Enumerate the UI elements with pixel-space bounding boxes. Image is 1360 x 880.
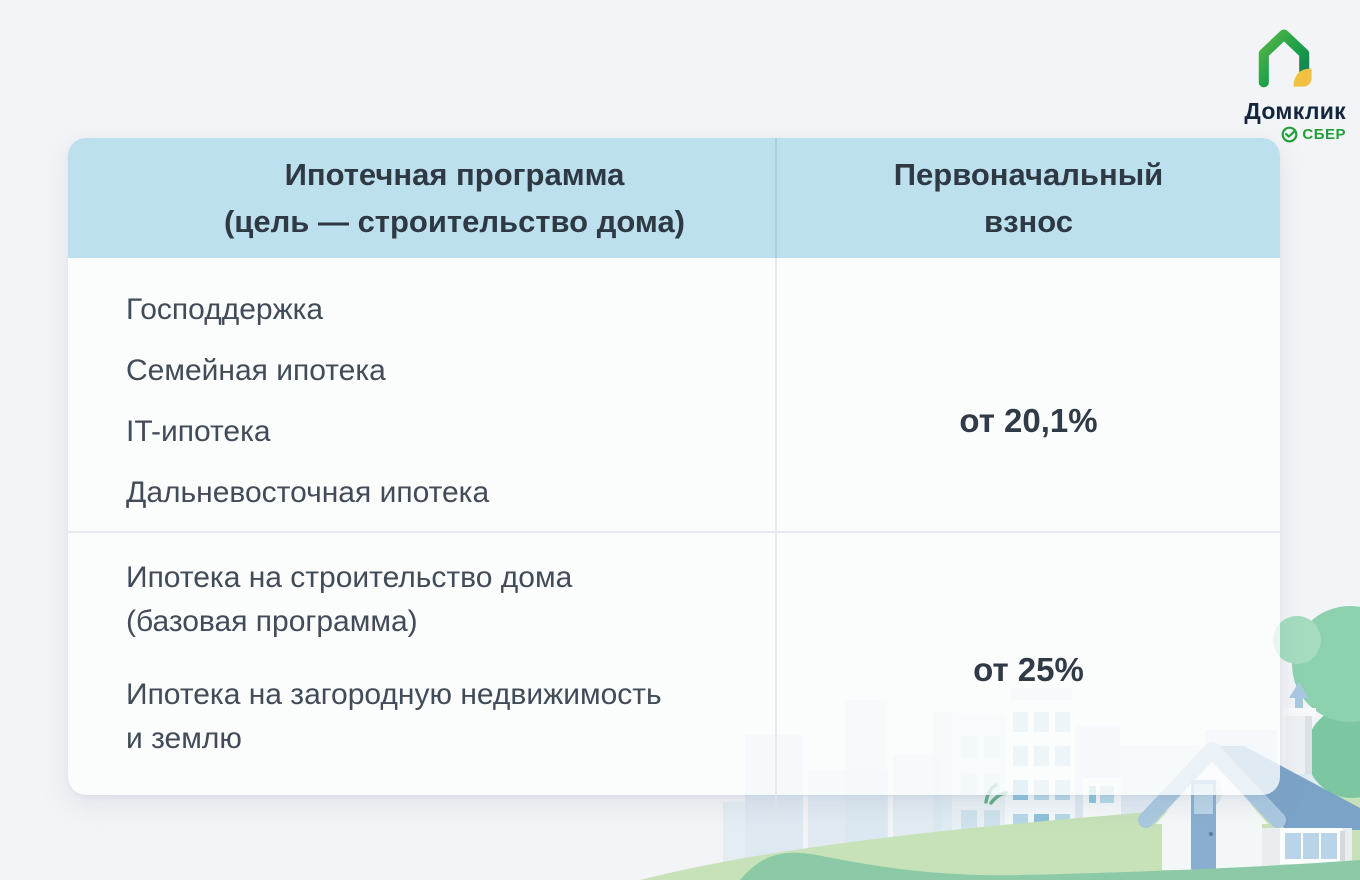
programs-cell: Господдержка Семейная ипотека IT-ипотека… [68,258,775,531]
program-item: Ипотека на загородную недвижимость и зем… [126,678,662,755]
sber-check-icon [1281,126,1298,143]
header-payment-line2: взнос [984,204,1073,239]
sber-brand-text: СБЕР [1302,126,1346,143]
header-program-line2: (цель — строительство дома) [223,204,686,239]
table-header-row: Ипотечная программа (цель — строительств… [68,138,1280,258]
table-row: Господдержка Семейная ипотека IT-ипотека… [68,258,1280,531]
column-divider-tail [775,795,777,825]
domclick-logo: Домклик СБЕР [1220,26,1348,143]
programs-cell: Ипотека на строительство дома (базовая п… [68,533,775,795]
table-row: Ипотека на строительство дома (базовая п… [68,533,1280,795]
sber-brand: СБЕР [1281,126,1348,143]
row-divider [68,531,1280,533]
program-item: Господдержка [126,293,324,326]
header-program-line1: Ипотечная программа [284,157,625,192]
down-payment-value: от 25% [973,651,1084,688]
domclick-house-icon [1258,29,1312,88]
teal-wave [740,852,1360,880]
header-program-column: Ипотечная программа (цель — строительств… [68,138,775,258]
header-payment-column: Первоначальный взнос [775,138,1280,258]
header-payment-line1: Первоначальный [893,157,1164,192]
program-item: Дальневосточная ипотека [126,476,490,509]
down-payment-cell: от 25% [775,533,1280,795]
program-item: Семейная ипотека [126,354,386,387]
domclick-brand-text: Домклик [1244,98,1346,124]
program-item: Ипотека на строительство дома (базовая п… [126,561,573,638]
program-item: IT-ипотека [126,415,271,448]
down-payment-cell: от 20,1% [775,258,1280,531]
tree [1273,606,1360,798]
down-payment-value: от 20,1% [959,401,1098,439]
rates-table-card: Ипотечная программа (цель — строительств… [68,138,1280,795]
